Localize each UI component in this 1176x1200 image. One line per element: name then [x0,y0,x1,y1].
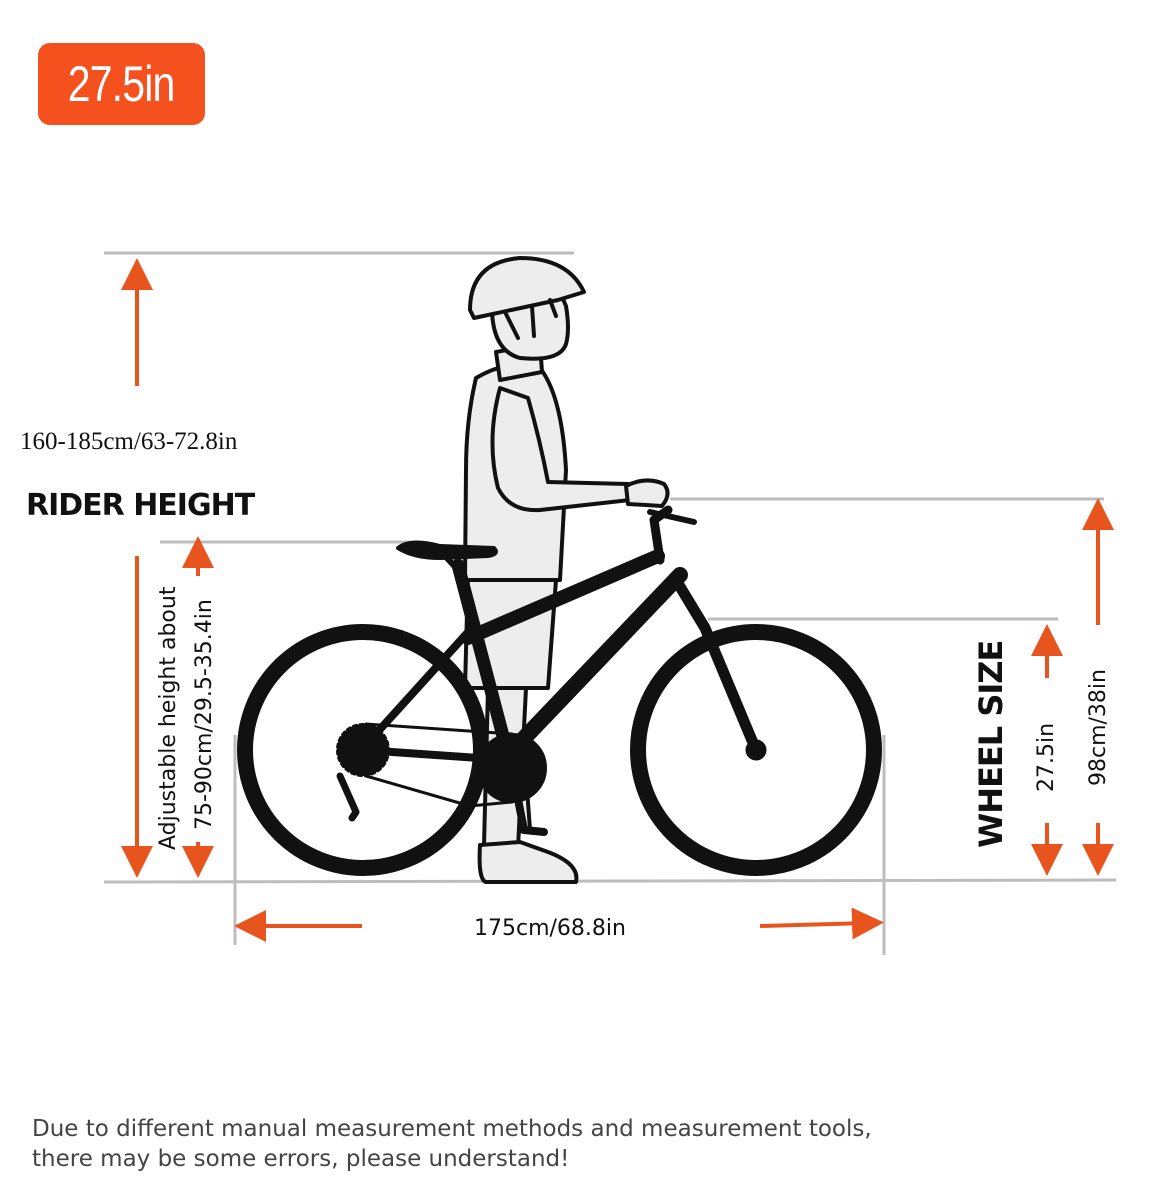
length-arrow-right [759,907,884,940]
size-badge: 27.5in [38,43,205,125]
pedal [508,764,548,836]
bicycle [237,505,882,876]
wheel-size-value: 27.5in [1034,722,1059,792]
measurement-note-line1: Due to different manual measurement meth… [32,1116,872,1142]
frame-seat-tube [451,558,515,762]
guide-lines [103,251,1117,955]
rider-height-title: RIDER HEIGHT [26,488,255,523]
front-wheel [630,624,882,876]
seat-height-label-line2: 75-90cm/29.5-35.4in [192,599,217,830]
frame-down-tube [500,567,688,763]
frame-seatstay [359,626,474,752]
handlebar-height-value: 98cm/38in [1086,669,1111,786]
dimension-arrows [121,258,1114,942]
derailleur [336,772,360,822]
rear-wheel [237,624,489,876]
measurement-note-line2: there may be some errors, please underst… [32,1146,570,1172]
cassette [336,723,390,777]
measurement-note: Due to different manual measurement meth… [32,1114,932,1174]
frame-top-tube [461,549,665,645]
size-badge-text: 27.5in [68,56,176,112]
wheel-size-title: WHEEL SIZE [972,640,1010,848]
bike-length-label: 175cm/68.8in [474,916,626,941]
saddle [396,540,498,560]
handlebar [647,509,697,525]
fork [670,574,762,756]
seat-height-label-line1: Adjustable height about [156,586,181,850]
rider-height-range: 160-185cm/63-72.8in [20,428,238,455]
chain [364,722,514,808]
